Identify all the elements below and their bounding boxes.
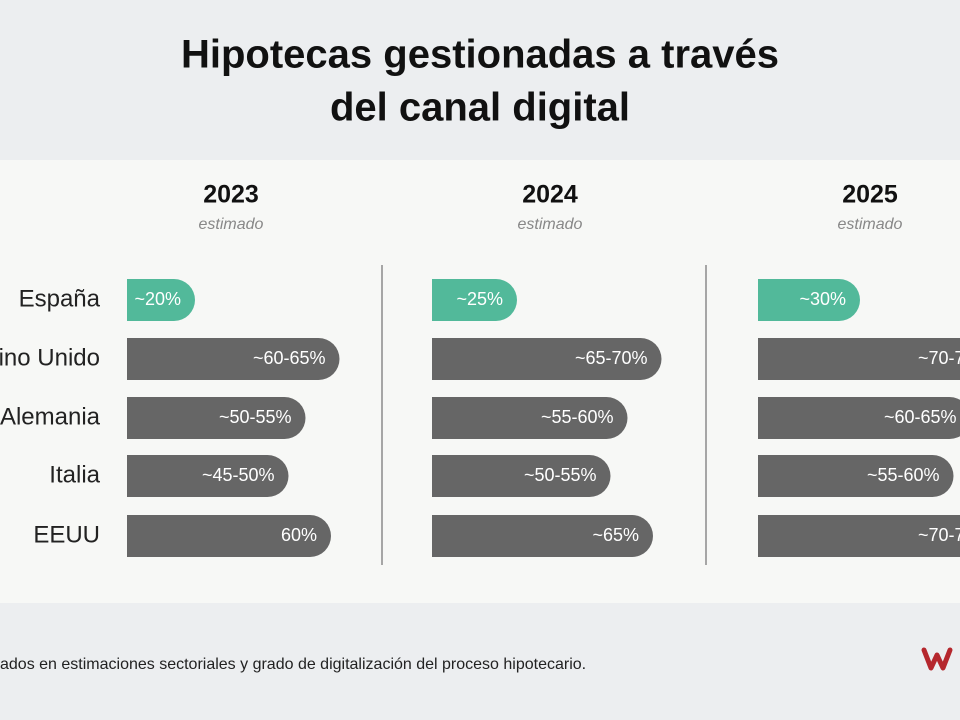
bar [758,397,960,439]
category-label: EEUU [33,521,100,548]
value-label: ~55-60% [867,465,940,485]
chart-title: del canal digital [330,86,630,130]
bar [758,338,960,380]
value-label: ~60-65% [884,407,957,427]
bar [432,397,628,439]
bar [432,515,653,557]
bar [127,279,195,321]
category-label: Reino Unido [0,344,100,371]
bar [758,279,860,321]
value-label: 60% [281,525,317,545]
category-label: España [19,285,101,312]
panel-subtitle: estimado [199,216,264,233]
value-label: ~50-55% [524,465,597,485]
bar [432,455,611,497]
bar [127,338,340,380]
logo [921,647,953,671]
value-label: ~50-55% [219,407,292,427]
bar [127,397,306,439]
panel-subtitle: estimado [518,216,583,233]
bar [432,338,662,380]
chart-title: Hipotecas gestionadas a través [181,33,779,77]
panel-title: 2024 [522,181,578,209]
footnote: ados en estimaciones sectoriales y grado… [0,656,586,673]
value-label: ~25% [456,289,503,309]
category-label: Alemania [0,403,101,430]
value-label: ~65-70% [575,348,648,368]
value-label: ~65% [592,525,639,545]
bar [758,515,960,557]
value-label: ~60-65% [253,348,326,368]
bar [432,279,517,321]
value-label: ~30% [799,289,846,309]
category-label: Italia [49,461,100,488]
bar [758,455,954,497]
value-label: ~70-75% [918,348,960,368]
panel-title: 2023 [203,181,259,209]
bar [127,515,331,557]
value-label: ~55-60% [541,407,614,427]
panel-title: 2025 [842,181,898,209]
value-label: ~20% [134,289,181,309]
panel-subtitle: estimado [838,216,903,233]
value-label: ~70-75% [918,525,960,545]
bar [127,455,289,497]
value-label: ~45-50% [202,465,275,485]
